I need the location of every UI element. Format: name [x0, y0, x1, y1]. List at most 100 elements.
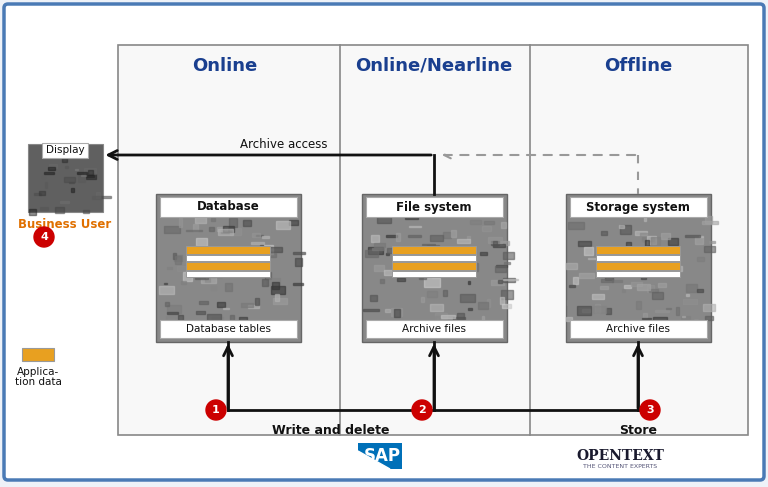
Bar [611, 281, 622, 282]
Bar [48, 167, 55, 170]
Bar [366, 197, 502, 217]
Bar [377, 216, 392, 223]
Bar [164, 225, 180, 233]
Bar [186, 271, 270, 277]
Bar [641, 274, 646, 279]
FancyBboxPatch shape [118, 45, 748, 435]
Bar [384, 270, 396, 275]
Bar [386, 309, 390, 312]
Bar [424, 262, 435, 266]
Bar [424, 278, 440, 287]
Bar [441, 315, 455, 318]
Bar [60, 201, 69, 204]
Bar [405, 217, 418, 219]
Bar [399, 247, 413, 249]
Bar [254, 298, 260, 305]
Bar [205, 273, 210, 281]
Bar [78, 176, 85, 182]
Bar [201, 276, 217, 283]
Bar [628, 266, 633, 273]
Bar [636, 301, 641, 309]
Text: Applica-: Applica- [17, 367, 59, 377]
Bar [482, 316, 484, 323]
Bar [495, 265, 507, 267]
Bar [251, 242, 264, 244]
Bar [270, 247, 282, 252]
Bar [230, 228, 241, 235]
Bar [502, 252, 514, 259]
Bar [289, 220, 298, 225]
Circle shape [34, 227, 54, 247]
Bar [293, 252, 306, 254]
Bar [642, 237, 654, 242]
Bar [374, 265, 384, 271]
Bar [276, 222, 290, 229]
Bar [676, 307, 679, 315]
Bar [596, 246, 680, 254]
Bar [504, 262, 510, 264]
Bar [697, 257, 704, 261]
Bar [650, 237, 660, 245]
Bar [293, 283, 303, 285]
Bar [392, 255, 476, 261]
Bar [697, 289, 703, 293]
Bar [186, 262, 270, 270]
Bar [358, 443, 402, 469]
Bar [652, 292, 663, 299]
Bar [374, 243, 385, 246]
Bar [386, 235, 397, 237]
Bar [493, 241, 498, 246]
Bar [649, 288, 658, 292]
Text: File system: File system [396, 201, 472, 213]
Text: Archive files: Archive files [402, 324, 466, 334]
Bar [584, 247, 593, 255]
Bar [160, 320, 296, 338]
Bar [469, 221, 482, 224]
Bar [493, 244, 505, 247]
Bar [199, 300, 207, 304]
Bar [619, 225, 624, 227]
Bar [501, 290, 513, 299]
Bar [155, 194, 300, 342]
Bar [243, 220, 251, 226]
Text: 2: 2 [418, 405, 426, 415]
Bar [88, 170, 93, 175]
Bar [491, 242, 499, 245]
Bar [478, 302, 488, 309]
Bar [570, 320, 707, 338]
Bar [167, 316, 176, 323]
Bar [595, 304, 600, 313]
Bar [682, 316, 685, 317]
Bar [606, 308, 611, 314]
Text: 3: 3 [646, 405, 654, 415]
Text: Business User: Business User [18, 219, 111, 231]
Bar [680, 266, 682, 271]
Bar [271, 286, 285, 294]
Bar [631, 282, 642, 286]
Bar [568, 285, 575, 287]
Bar [22, 348, 54, 361]
Bar [365, 249, 378, 257]
Bar [212, 318, 223, 324]
Bar [262, 279, 268, 286]
Bar [500, 297, 504, 304]
Bar [231, 266, 241, 268]
Bar [164, 302, 169, 306]
Bar [210, 286, 216, 290]
Bar [419, 270, 426, 280]
Bar [174, 255, 182, 262]
Bar [160, 197, 296, 217]
Bar [244, 220, 249, 226]
Bar [42, 143, 88, 158]
Bar [262, 236, 270, 239]
Bar [230, 269, 242, 271]
Bar [498, 280, 502, 283]
Bar [626, 242, 631, 248]
Bar [453, 317, 465, 321]
Bar [195, 276, 208, 279]
Bar [174, 256, 181, 264]
Bar [164, 282, 167, 284]
Bar [683, 300, 697, 304]
Bar [194, 246, 197, 253]
Bar [654, 317, 667, 324]
